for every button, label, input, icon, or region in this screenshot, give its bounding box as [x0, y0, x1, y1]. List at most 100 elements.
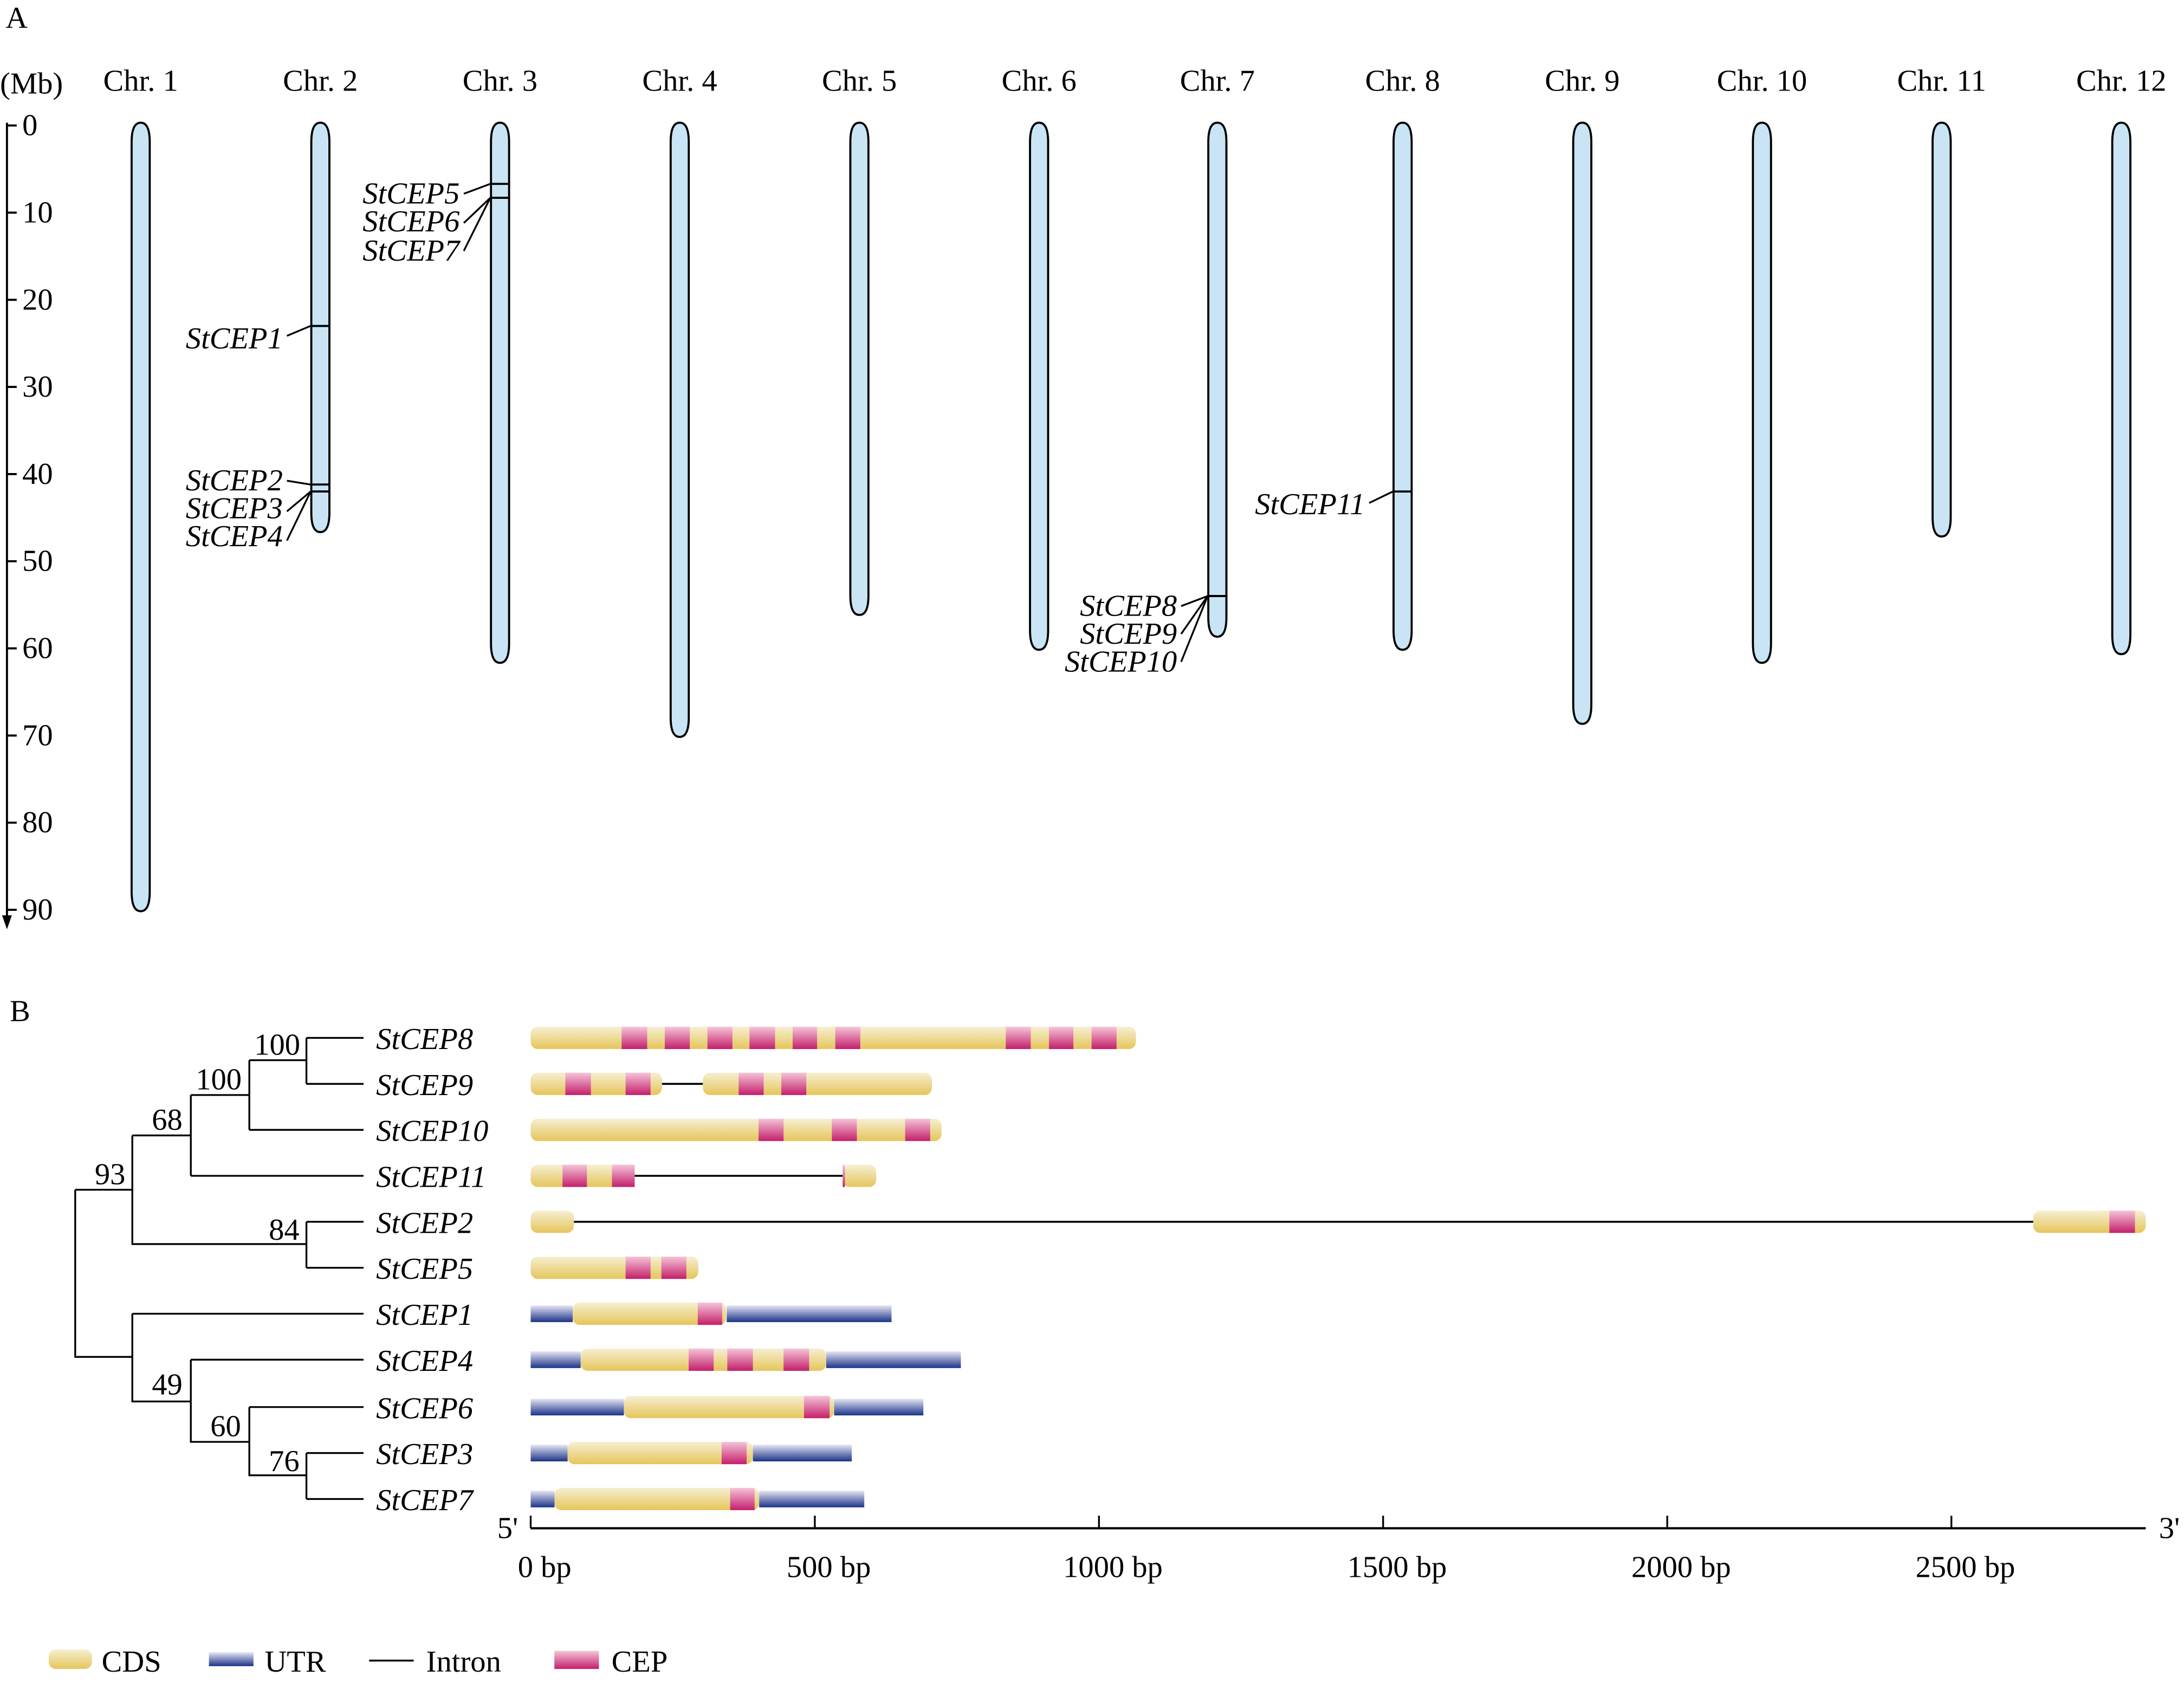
panel-label-b: B: [10, 995, 30, 1028]
cep-domain: [689, 1348, 714, 1371]
locus-label: StCEP8: [1080, 590, 1177, 623]
tree-leaf-label: StCEP3: [376, 1438, 473, 1471]
locus-connector: [463, 183, 491, 195]
cep-domain: [1049, 1026, 1074, 1050]
locus-connector: [1180, 595, 1209, 635]
chromosome-12: [2111, 121, 2131, 656]
locus-connector: [1180, 595, 1209, 662]
legend-label: CEP: [612, 1645, 668, 1679]
bootstrap-value: 93: [95, 1157, 126, 1191]
chromosome-label: Chr. 12: [2076, 64, 2167, 98]
bp-tick-label: 2000 bp: [1631, 1550, 1731, 1584]
tree-branch: [248, 1407, 307, 1477]
cep-domain: [905, 1118, 930, 1141]
tree-branch: [74, 1189, 133, 1358]
cep-domain: [727, 1348, 753, 1371]
cep-domain: [625, 1257, 651, 1279]
tree-branch: [131, 1313, 191, 1403]
cep-domain: [781, 1072, 807, 1095]
locus-label: StCEP5: [362, 177, 459, 211]
cep-domain: [738, 1072, 764, 1095]
tree-branch: [190, 1360, 250, 1443]
cep-domain: [565, 1072, 591, 1095]
chromosome-label: Chr. 11: [1897, 64, 1986, 98]
legend-label: CDS: [102, 1645, 161, 1679]
unit-label: (Mb): [0, 67, 63, 100]
locus-label: StCEP3: [186, 492, 283, 526]
locus-connector: [463, 197, 491, 224]
chromosome-1: [131, 121, 151, 912]
legend-cep-swatch: [554, 1650, 599, 1669]
legend-label: UTR: [264, 1645, 326, 1679]
bp-tick-label: 2500 bp: [1915, 1550, 2015, 1584]
cds-exon: [530, 1026, 1136, 1050]
tree-leaf-label: StCEP9: [376, 1069, 473, 1102]
cds-exon: [530, 1211, 574, 1233]
mb-tick-label: 70: [22, 718, 53, 752]
utr-segment: [834, 1399, 924, 1416]
gene-structure-StCEP1: [530, 1302, 892, 1325]
chromosome-label: Chr. 10: [1717, 64, 1807, 98]
gene-structure-StCEP10: [530, 1118, 942, 1141]
locus-label: StCEP11: [1255, 488, 1365, 521]
chromosome-10: [1752, 121, 1772, 664]
bp-tick-label: 500 bp: [787, 1550, 871, 1584]
cep-domain: [1006, 1026, 1031, 1050]
chromosome-label: Chr. 2: [283, 64, 358, 98]
cep-domain: [697, 1302, 722, 1325]
chromosome-label: Chr. 6: [1002, 64, 1077, 98]
mb-tick-label: 20: [22, 283, 53, 316]
cds-exon: [624, 1396, 834, 1419]
locus-label: StCEP6: [362, 205, 459, 238]
cep-domain: [661, 1257, 686, 1279]
chromosome-label: Chr. 1: [103, 64, 178, 98]
cep-domain: [749, 1026, 775, 1050]
gene-structure-StCEP5: [530, 1257, 698, 1279]
bootstrap-value: 76: [269, 1445, 300, 1478]
tree-leaf-label: StCEP10: [376, 1115, 488, 1148]
cds-exon: [843, 1164, 877, 1187]
cep-domain: [621, 1026, 647, 1050]
tree-branch: [248, 1059, 307, 1130]
gene-structure-StCEP6: [530, 1396, 924, 1419]
mb-tick-label: 80: [22, 806, 53, 839]
utr-segment: [727, 1305, 892, 1322]
chromosome-11: [1932, 121, 1952, 538]
bootstrap-value: 100: [196, 1063, 242, 1097]
cep-domain: [665, 1026, 690, 1050]
tree-leaf-label: StCEP8: [376, 1022, 473, 1056]
utr-segment: [759, 1490, 865, 1507]
cep-domain: [793, 1026, 818, 1050]
mb-tick-label: 30: [22, 370, 53, 404]
cep-domain: [625, 1072, 651, 1095]
locus-label: StCEP1: [186, 322, 283, 355]
locus-connector: [286, 325, 311, 337]
cep-domain: [612, 1164, 635, 1187]
locus-label: StCEP4: [186, 520, 283, 553]
utr-segment: [530, 1351, 581, 1368]
cep-domain: [843, 1164, 845, 1187]
chromosome-9: [1572, 121, 1593, 725]
chromosome-label: Chr. 4: [642, 64, 717, 98]
locus-label: StCEP2: [186, 464, 283, 497]
gene-structure-StCEP9: [530, 1072, 932, 1095]
cds-exon: [554, 1487, 760, 1510]
tree-leaf-label: StCEP6: [376, 1391, 473, 1425]
locus-connector: [1181, 595, 1208, 607]
chromosome-8: [1392, 121, 1413, 651]
cds-exon: [703, 1072, 932, 1095]
tree-branch: [131, 1134, 307, 1245]
utr-segment: [530, 1305, 573, 1322]
cds-exon: [530, 1118, 942, 1141]
chromosome-3: [490, 121, 510, 664]
tree-branch: [190, 1094, 250, 1176]
cep-domain: [783, 1348, 809, 1371]
chromosome-label: Chr. 9: [1545, 64, 1619, 98]
cep-domain: [803, 1396, 830, 1419]
bootstrap-value: 68: [152, 1103, 183, 1137]
bootstrap-value: 49: [152, 1368, 183, 1402]
gene-structure-StCEP11: [530, 1164, 877, 1187]
tree-leaf-label: StCEP11: [376, 1161, 486, 1194]
panel-label-a: A: [5, 2, 28, 35]
